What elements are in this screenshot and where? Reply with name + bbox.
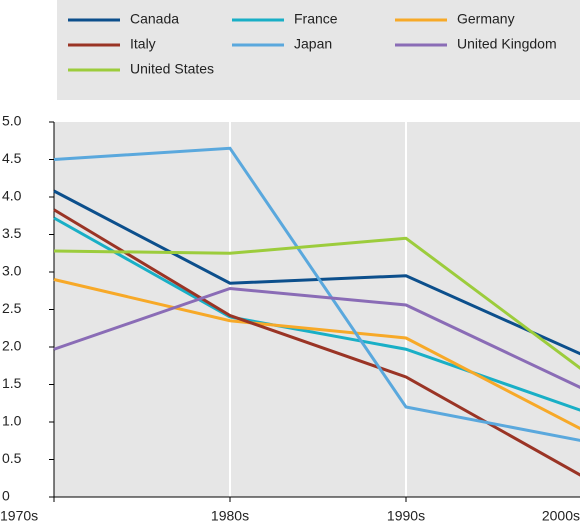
x-tick-label: 1990s — [387, 508, 425, 524]
y-tick-label: 2.5 — [2, 300, 22, 316]
y-tick-label: 1.0 — [2, 413, 22, 429]
y-tick-label: 5.0 — [2, 113, 22, 129]
x-tick-label: 1980s — [211, 508, 249, 524]
legend-label: Italy — [130, 36, 156, 52]
series-line — [53, 216, 580, 412]
legend-background — [57, 0, 580, 100]
legend-label: United States — [130, 61, 214, 77]
legend-label: United Kingdom — [457, 36, 557, 52]
series-line — [53, 208, 580, 477]
legend-label: France — [294, 11, 338, 27]
legend-label: Japan — [294, 36, 332, 52]
y-tick-label: 3.0 — [2, 263, 22, 279]
y-tick-label: 1.5 — [2, 375, 22, 391]
x-tick-label: 2000s — [542, 508, 580, 524]
series-line — [53, 286, 580, 389]
series-line — [53, 146, 580, 442]
series-line — [53, 236, 580, 370]
y-tick-label: 2.0 — [2, 338, 22, 354]
y-tick-label: 0 — [2, 488, 10, 504]
legend-label: Germany — [457, 11, 515, 27]
y-tick-label: 4.0 — [2, 188, 22, 204]
y-tick-label: 4.5 — [2, 150, 22, 166]
series-line — [53, 278, 580, 431]
y-tick-label: 0.5 — [2, 450, 22, 466]
x-tick-label: 1970s — [0, 508, 38, 524]
plot-background — [54, 122, 580, 497]
legend-label: Canada — [130, 11, 179, 27]
y-tick-label: 3.5 — [2, 225, 22, 241]
